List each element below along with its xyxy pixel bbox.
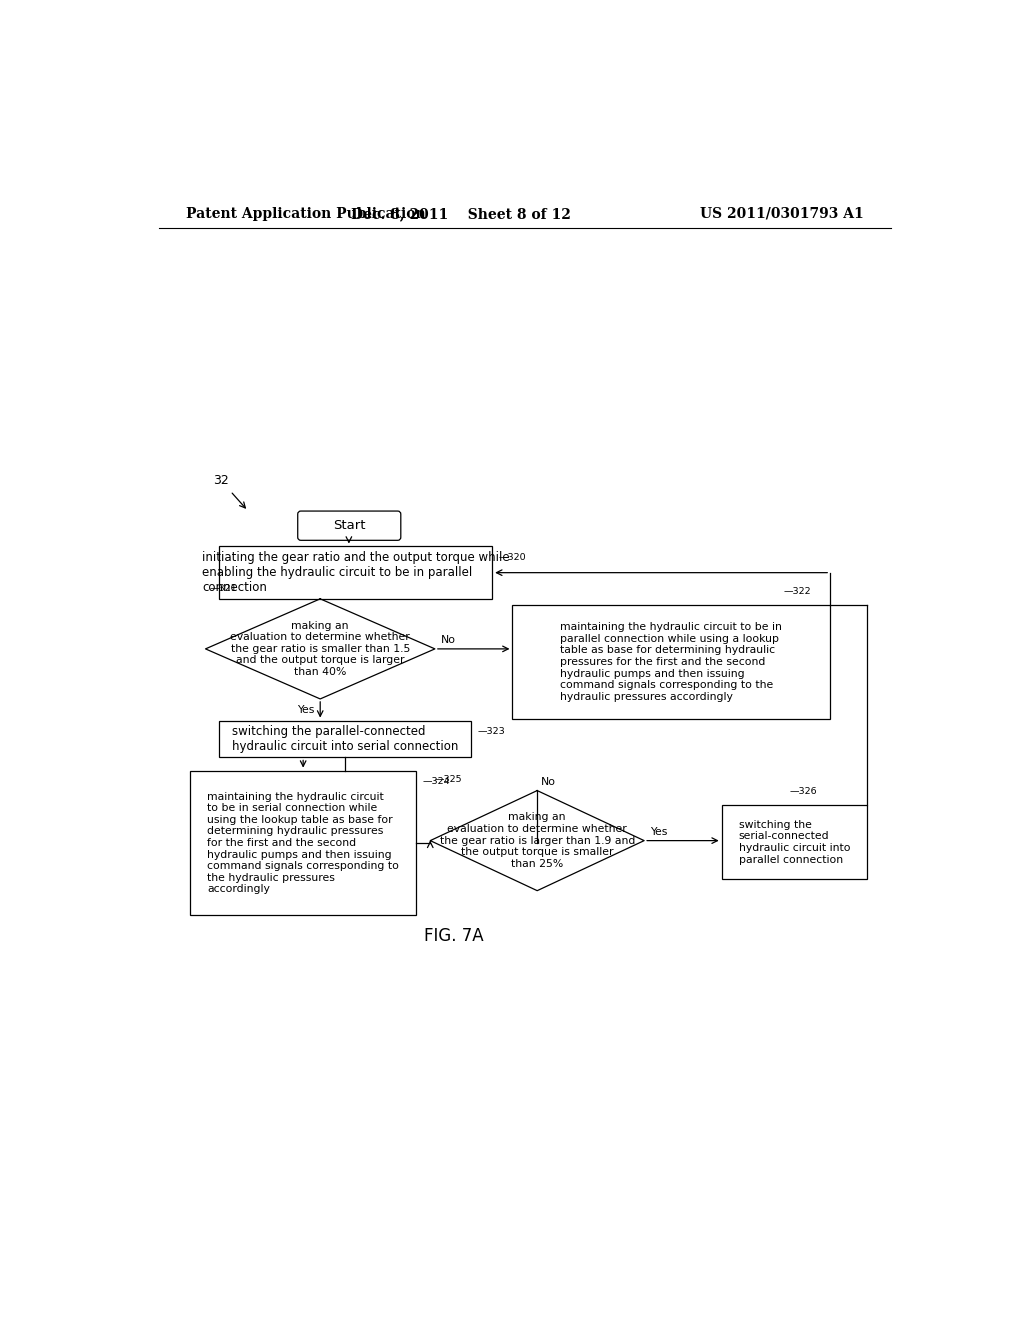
- Text: —324: —324: [423, 776, 451, 785]
- Text: Patent Application Publication: Patent Application Publication: [186, 207, 426, 220]
- Text: Yes: Yes: [650, 826, 668, 837]
- Text: —321: —321: [209, 583, 237, 593]
- Text: US 2011/0301793 A1: US 2011/0301793 A1: [700, 207, 864, 220]
- Text: maintaining the hydraulic circuit to be in
parallel connection while using a loo: maintaining the hydraulic circuit to be …: [560, 622, 782, 702]
- Bar: [512, 605, 830, 719]
- Text: No: No: [541, 776, 556, 787]
- Text: Start: Start: [333, 519, 366, 532]
- Text: —323: —323: [477, 726, 505, 735]
- Text: maintaining the hydraulic circuit
to be in serial connection while
using the loo: maintaining the hydraulic circuit to be …: [207, 792, 399, 895]
- Text: —322: —322: [783, 587, 811, 595]
- Text: Dec. 8, 2011    Sheet 8 of 12: Dec. 8, 2011 Sheet 8 of 12: [351, 207, 571, 220]
- Text: making an
evaluation to determine whether
the gear ratio is larger than 1.9 and
: making an evaluation to determine whethe…: [439, 812, 635, 869]
- Text: making an
evaluation to determine whether
the gear ratio is smaller than 1.5
and: making an evaluation to determine whethe…: [230, 620, 410, 677]
- Text: FIG. 7A: FIG. 7A: [424, 927, 483, 945]
- Bar: [190, 771, 417, 915]
- Text: initiating the gear ratio and the output torque while
enabling the hydraulic cir: initiating the gear ratio and the output…: [202, 552, 510, 594]
- Bar: [722, 805, 867, 879]
- Text: 32: 32: [213, 474, 229, 487]
- Text: —326: —326: [790, 787, 817, 796]
- FancyBboxPatch shape: [298, 511, 400, 540]
- Text: —325: —325: [434, 775, 462, 784]
- Bar: [219, 546, 493, 599]
- Text: switching the
serial-connected
hydraulic circuit into
parallel connection: switching the serial-connected hydraulic…: [738, 820, 850, 865]
- Bar: [219, 721, 471, 758]
- Text: No: No: [441, 635, 456, 645]
- Text: —320: —320: [499, 553, 526, 561]
- Text: Yes: Yes: [297, 705, 314, 714]
- Text: switching the parallel-connected
hydraulic circuit into serial connection: switching the parallel-connected hydraul…: [232, 725, 459, 752]
